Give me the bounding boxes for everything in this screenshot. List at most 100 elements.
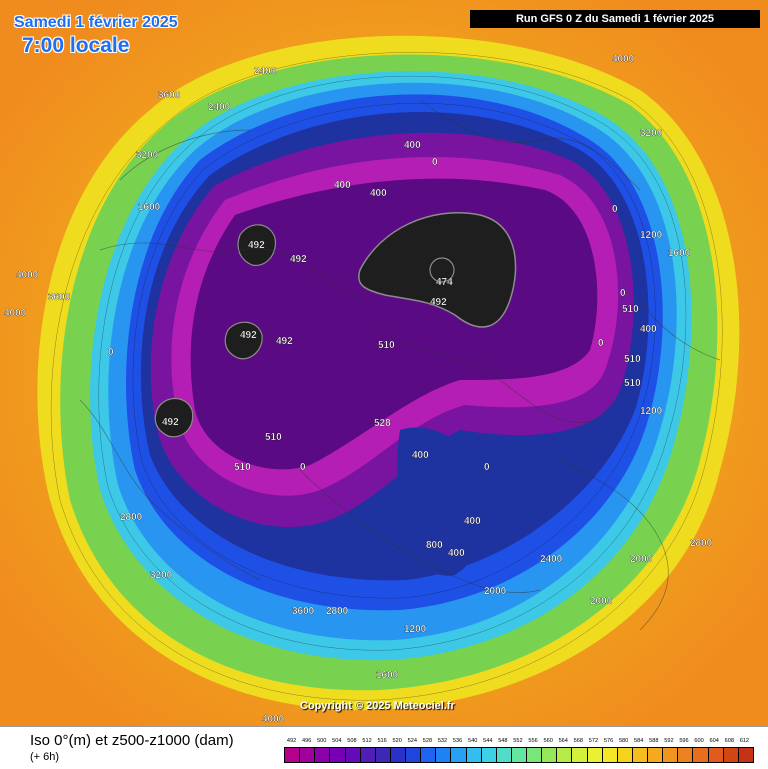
local-time: 7:00 locale (22, 34, 130, 57)
scale-swatch (406, 748, 422, 762)
map-label: 0 (612, 204, 618, 215)
map-label: 2400 (208, 102, 231, 113)
color-scale: 492 496 500 504 508 512 516 520 524 528 532 536 540 5… (284, 735, 754, 765)
map-label: 510 (622, 304, 639, 315)
scale-value: 568 (573, 738, 583, 744)
map-label: 3200 (136, 150, 159, 161)
contour-labels: 474 492 492 492 492 492 492 510 510 510 … (4, 54, 713, 725)
map-label: 0 (484, 462, 490, 473)
scale-swatch (285, 748, 301, 762)
scale-swatch (663, 748, 679, 762)
map-label: 400 (448, 548, 465, 559)
scale-swatch (496, 748, 512, 762)
scale-swatch (481, 748, 497, 762)
blue-lobe-south (397, 427, 489, 576)
map-label: 400 (640, 324, 657, 335)
map-label: 1600 (138, 202, 161, 213)
map-label: 0 (620, 288, 626, 299)
scale-swatch (617, 748, 633, 762)
scale-swatch (330, 748, 346, 762)
map-label: 400 (412, 450, 429, 461)
map-label: 1200 (640, 406, 663, 417)
scale-swatch (542, 748, 558, 762)
scale-value: 592 (664, 738, 674, 744)
map-title: Iso 0°(m) et z500-z1000 (dam) (30, 732, 234, 749)
scale-value: 584 (634, 738, 644, 744)
map-label: 1600 (376, 670, 399, 681)
map-label: 510 (265, 432, 282, 443)
map-label: 3600 (48, 292, 71, 303)
scale-swatch (738, 748, 753, 762)
map-label: 0 (300, 462, 306, 473)
scale-value: 548 (498, 738, 508, 744)
cold-core-small-2 (224, 321, 263, 360)
scale-swatch (527, 748, 543, 762)
map-label: 528 (374, 418, 391, 429)
map-label: 4000 (612, 54, 635, 65)
map-label: 2400 (540, 554, 563, 565)
scale-swatch (693, 748, 709, 762)
scale-value: 572 (588, 738, 599, 744)
cold-core-small-1 (237, 224, 277, 266)
scale-swatch (466, 748, 482, 762)
scale-value: 516 (377, 738, 387, 744)
scale-swatch (587, 748, 603, 762)
scale-swatch (360, 748, 376, 762)
map-label: 4000 (262, 714, 285, 725)
scale-swatch (723, 748, 739, 762)
run-info: Run GFS 0 Z du Samedi 1 février 2025 (470, 10, 760, 28)
scale-labels: 492 496 500 504 508 512 516 520 524 528 532 536 540 5… (284, 735, 752, 747)
scale-value: 492 (286, 738, 297, 744)
map-label: 0 (108, 347, 114, 358)
map-label: 4000 (4, 308, 27, 319)
map-label: 0 (598, 338, 604, 349)
scale-swatch (572, 748, 588, 762)
scale-swatch (632, 748, 648, 762)
map-label: 492 (248, 240, 265, 251)
map-label: 492 (430, 297, 447, 308)
map-label: 3600 (158, 90, 181, 101)
map-label: 400 (464, 516, 481, 527)
scale-swatch (708, 748, 724, 762)
map-label: 1200 (404, 624, 427, 635)
map-label: 0 (432, 157, 438, 168)
map-label: 2000 (484, 586, 507, 597)
scale-value: 536 (452, 738, 463, 744)
scale-swatches (284, 747, 754, 763)
scale-value: 512 (362, 738, 372, 744)
copyright-notice: Copyright © 2025 Meteociel.fr (300, 700, 455, 712)
scale-swatch (648, 748, 664, 762)
scale-value: 504 (332, 738, 342, 744)
scale-value: 600 (694, 738, 704, 744)
map-label: 3600 (292, 606, 315, 617)
map-label: 492 (240, 330, 257, 341)
scale-swatch (390, 748, 406, 762)
map-label: 2800 (326, 606, 349, 617)
map-label: 510 (624, 354, 641, 365)
scale-value: 520 (392, 738, 402, 744)
scale-swatch (315, 748, 331, 762)
map-label: 510 (624, 378, 641, 389)
scale-value: 540 (468, 738, 478, 744)
map-label: 400 (370, 188, 387, 199)
scale-value: 564 (558, 738, 568, 744)
forecast-date: Samedi 1 février 2025 (14, 14, 178, 31)
scale-value: 524 (407, 738, 417, 744)
coastlines (79, 99, 721, 631)
map-label: 1200 (640, 230, 663, 241)
map-label: 492 (290, 254, 307, 265)
map-label: 510 (234, 462, 251, 473)
map-label: 3200 (150, 570, 173, 581)
scale-value: 544 (483, 738, 493, 744)
scale-value: 588 (649, 738, 659, 744)
map-label: 2000 (590, 596, 613, 607)
forecast-step: (+ 6h) (30, 751, 60, 763)
scale-value: 532 (437, 738, 448, 744)
scale-swatch (557, 748, 573, 762)
map-label: 2400 (254, 66, 277, 77)
map-label: 492 (162, 417, 179, 428)
scale-value: 608 (724, 738, 734, 744)
cold-core-large (358, 212, 517, 328)
map-label: 1600 (668, 248, 691, 259)
map-label: 2800 (120, 512, 143, 523)
